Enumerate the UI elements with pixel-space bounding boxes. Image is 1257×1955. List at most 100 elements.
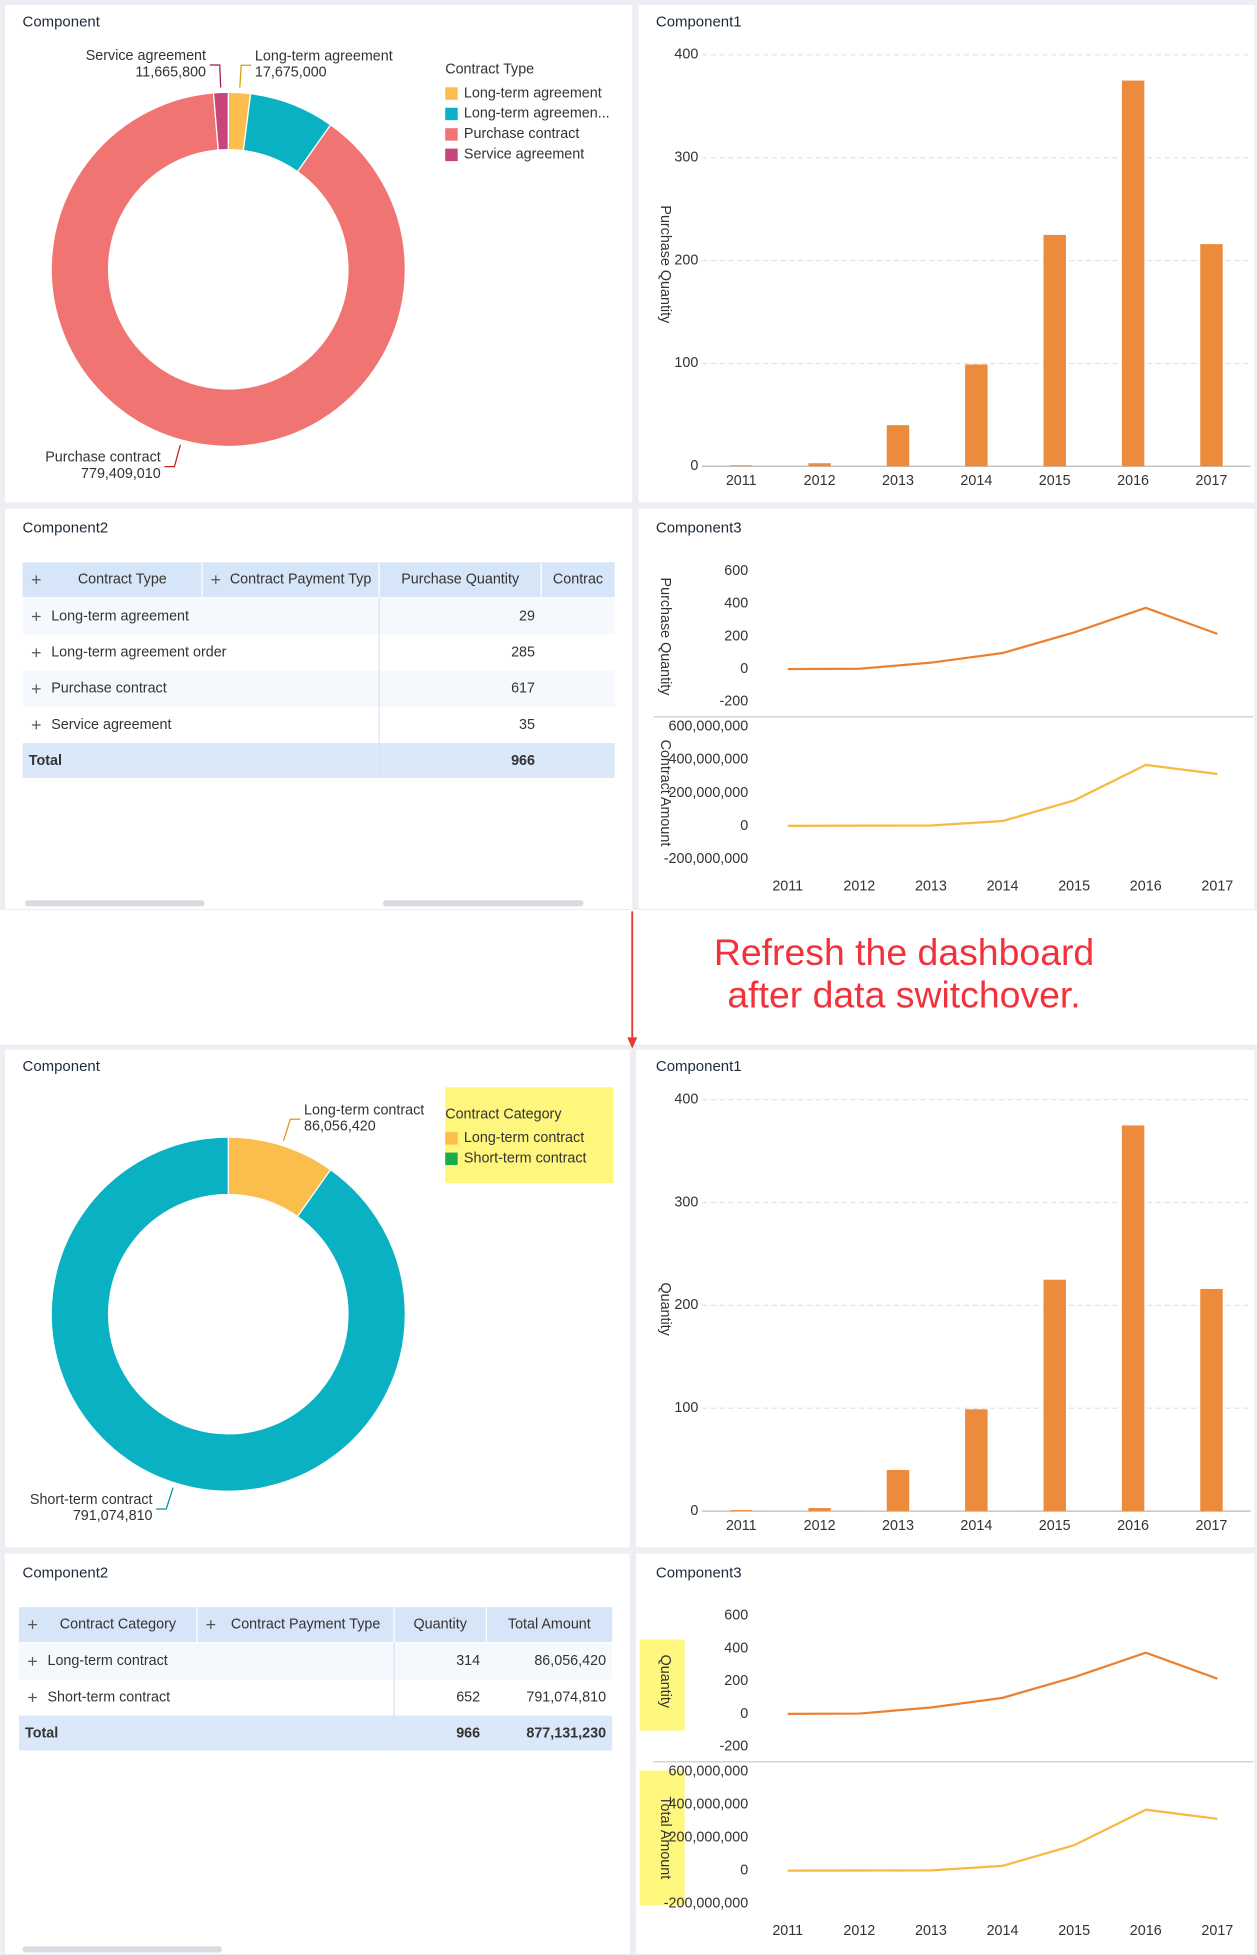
legend-label: Long-term contract [464,1130,584,1146]
bar [1121,1125,1145,1512]
y-axis-title: Total Amount [657,1796,673,1879]
x-tick-label: 2014 [960,1518,992,1534]
highlight [639,1770,685,1906]
bar [730,465,753,467]
annotation: after data switchover. [727,973,1080,1015]
x-tick-label: 2017 [1201,1923,1233,1939]
line-series [787,1808,1218,1872]
panel-title: Component [23,13,101,30]
y-tick-label: 200,000,000 [669,1830,749,1846]
column-header: Contrac [553,572,603,588]
y-tick-label: 400,000,000 [669,1797,749,1813]
slice-label: Purchase contract [45,450,160,466]
table-cell: Short-term contract [47,1689,170,1705]
legend-marker [445,128,458,141]
slice-label: Long-term contract [304,1102,424,1118]
table-cell: 35 [519,717,535,733]
total-cell: Total [25,1725,58,1741]
x-tick-label: 2013 [882,473,914,489]
y-tick-label: 100 [674,1400,698,1416]
y-tick-label: 200 [724,1673,748,1689]
x-tick-label: 2012 [843,1923,875,1939]
legend-label: Short-term contract [464,1151,587,1167]
x-tick-label: 2015 [1039,473,1071,489]
x-tick-label: 2011 [772,1923,803,1939]
column-header: Purchase Quantity [401,572,520,588]
legend-marker [445,1152,458,1166]
y-tick-label: 200 [674,252,698,268]
table-cell: Purchase contract [51,681,166,697]
y-tick-label: 300 [674,1194,698,1210]
y-tick-label: 0 [690,1503,698,1519]
y-axis-title: Contract Amount [657,740,673,847]
legend-marker [445,148,458,162]
table-cell: 285 [511,644,535,660]
x-tick-label: 2012 [804,1518,836,1534]
x-tick-label: 2013 [915,1923,947,1939]
y-tick-label: 600 [724,563,748,579]
column-header: Contract Category [60,1616,177,1632]
x-tick-label: 2014 [987,878,1019,894]
x-tick-label: 2013 [882,1518,914,1534]
arrow-head [627,1037,638,1049]
table-cell: 791,074,810 [526,1689,606,1705]
y-tick-label: 400 [724,1640,748,1656]
table-total-row [18,1715,613,1751]
leader-line [164,444,181,468]
x-tick-label: 2014 [987,1923,1019,1939]
total-cell: 966 [511,753,535,769]
table-cell: Long-term contract [47,1653,167,1669]
x-tick-label: 2017 [1201,878,1233,894]
x-tick-label: 2016 [1117,473,1149,489]
panel-title: Component3 [656,520,742,537]
x-tick-label: 2011 [726,473,757,489]
slice-value-label: 779,409,010 [81,466,161,482]
y-axis-title: Purchase Quantity [657,578,673,697]
panel-title: Component1 [656,1058,742,1075]
table-row [22,706,615,744]
legend-title: Contract Type [445,62,534,78]
scrollbar[interactable] [25,900,205,907]
x-tick-label: 2017 [1196,1518,1228,1534]
bar [1121,80,1145,467]
y-tick-label: 200,000,000 [669,785,749,801]
x-tick-label: 2015 [1058,1923,1090,1939]
x-tick-label: 2017 [1196,473,1228,489]
slice-value-label: 11,665,800 [135,64,206,80]
leader-line [156,1487,174,1510]
y-tick-label: 400 [724,596,748,612]
leader-line [282,1118,301,1141]
y-axis-title: Quantity [657,1655,673,1709]
y-tick-label: 0 [740,661,748,677]
pivot-table: Contract Category Contract Payment Type Qu… [18,1607,613,1751]
scrollbar[interactable] [22,1946,223,1953]
scrollbar[interactable] [382,900,584,907]
table-row [22,670,615,707]
x-tick-label: 2013 [915,878,947,894]
slice-label: Long-term agreement [255,48,393,64]
y-tick-label: -200 [720,1739,749,1755]
panel [635,1049,1255,1548]
annotation-area [0,910,1257,1045]
y-tick-label: 200 [724,628,748,644]
y-tick-label: 0 [740,1863,748,1879]
x-tick-label: 2015 [1058,878,1090,894]
bar [808,463,831,467]
table-row [18,1679,613,1716]
highlight [639,1639,685,1731]
y-tick-label: 0 [740,818,748,834]
y-tick-label: -200,000,000 [664,851,748,867]
x-tick-label: 2012 [843,878,875,894]
legend-marker [445,87,458,100]
x-tick-label: 2012 [804,473,836,489]
bar [1200,244,1223,467]
table-row [18,1643,613,1680]
legend-label: Long-term agreement [464,85,602,101]
table-cell: 314 [456,1653,480,1669]
bar [1200,1288,1223,1512]
slice-value-label: 86,056,420 [304,1119,376,1135]
table-header [22,562,615,598]
table-cell: Service agreement [51,717,171,733]
bar [965,364,988,467]
